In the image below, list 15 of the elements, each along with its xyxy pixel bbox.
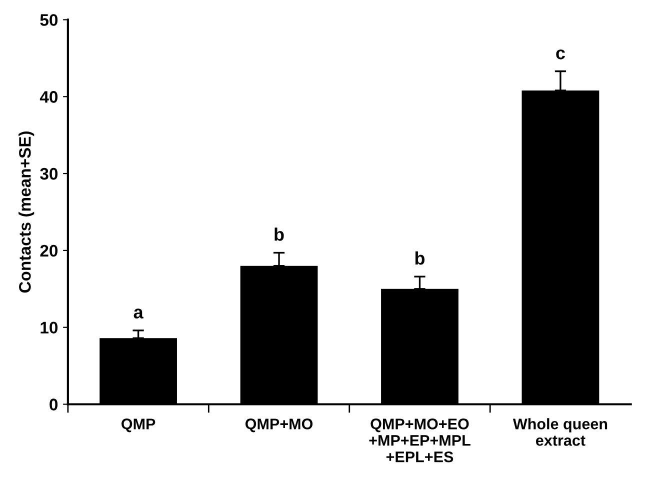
annotation: a: [134, 308, 144, 319]
y-tick-label: 40: [40, 91, 58, 103]
y-tick-label: 10: [40, 322, 58, 334]
x-tick-label: QMP+MO: [245, 418, 313, 432]
y-tick-label: 0: [50, 398, 58, 410]
y-axis-title: Contacts (mean+SE): [18, 132, 34, 293]
y-tick-label: 20: [40, 244, 58, 257]
annotation: b: [415, 251, 425, 265]
y-tick-label: 50: [40, 14, 58, 26]
x-tick-label: QMP+MO+EO +MP+EP+MPL +EPL+ES: [369, 418, 470, 462]
y-tick-label: 30: [40, 168, 58, 180]
annotation: c: [556, 49, 565, 60]
x-tick-label: Whole queen extract: [512, 418, 608, 446]
annotation: b: [274, 228, 284, 241]
x-tick-label: QMP: [122, 418, 156, 432]
